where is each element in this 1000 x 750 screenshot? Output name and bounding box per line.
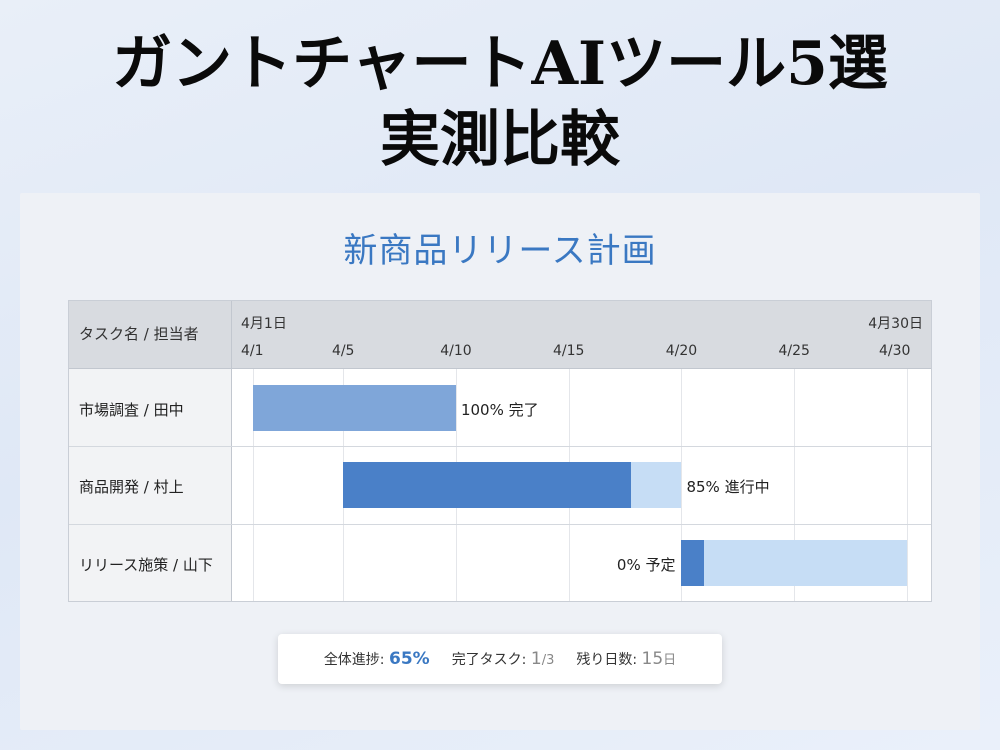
month-end-label: 4月30日 (868, 316, 923, 332)
task-bar-completed (253, 385, 456, 431)
overall-progress-label: 全体進捗: (323, 652, 385, 668)
task-bar-progress (681, 539, 705, 586)
x-tick-label: 4/20 (665, 343, 698, 359)
completed-tasks-count: 1 (530, 649, 542, 669)
chart-title: 新商品リリース計画 (343, 231, 657, 271)
task-label: リリース施策 / 山下 (79, 555, 213, 574)
completed-tasks-total: /3 (541, 653, 555, 668)
task-bar-progress (343, 462, 631, 509)
grid-line (907, 369, 908, 601)
remaining-days-value: 15 (641, 649, 664, 669)
page-title-line2: 実測比較 (380, 105, 620, 175)
x-tick-label: 4/25 (778, 343, 810, 359)
remaining-days: 残り日数: 15日 (576, 649, 676, 669)
task-column (69, 369, 231, 601)
remaining-days-label: 残り日数: (576, 652, 638, 668)
grid-line (681, 369, 683, 601)
task-label: 市場調査 / 田中 (79, 401, 184, 419)
x-tick-label: 4/30 (879, 343, 911, 359)
month-start-label: 4月1日 (241, 316, 287, 332)
page-title: ガントチャートAIツール5選 実測比較 (0, 26, 1000, 178)
grid-line (794, 369, 796, 601)
remaining-days-unit: 日 (663, 653, 677, 668)
completed-tasks-label: 完了タスク: (451, 652, 527, 668)
page-title-line1: ガントチャートAIツール5選 (112, 29, 888, 99)
task-bar-label: 0% 予定 (616, 555, 676, 574)
task-bar-label: 100% 完了 (460, 401, 539, 419)
row-divider (69, 446, 931, 448)
overall-progress: 全体進捗: 65% (324, 649, 430, 669)
gantt-panel: 新商品リリース計画 タスク名 / 担当者 4月1日 4月30日 4/1 4/5 4/… (20, 193, 980, 730)
column-divider (231, 301, 232, 601)
completed-tasks: 完了タスク: 1/3 (452, 649, 555, 669)
task-bar-label: 85% 進行中 (686, 478, 770, 497)
task-column-header: タスク名 / 担当者 (79, 325, 199, 343)
overall-progress-value: 65% (388, 649, 430, 669)
task-label: 商品開発 / 村上 (79, 478, 184, 497)
grid-line (253, 369, 254, 601)
x-tick-label: 4/5 (331, 343, 355, 359)
gantt-chart: タスク名 / 担当者 4月1日 4月30日 4/1 4/5 4/10 4/15 4/20… (68, 300, 932, 602)
progress-summary: 全体進捗: 65% 完了タスク: 1/3 残り日数: 15日 (278, 634, 722, 684)
x-tick-label: 4/15 (552, 343, 585, 359)
gantt-header (69, 301, 931, 369)
x-tick-label: 4/1 (241, 343, 264, 359)
task-bar-remaining (681, 539, 907, 586)
row-divider (69, 523, 931, 525)
x-tick-label: 4/10 (440, 343, 472, 359)
